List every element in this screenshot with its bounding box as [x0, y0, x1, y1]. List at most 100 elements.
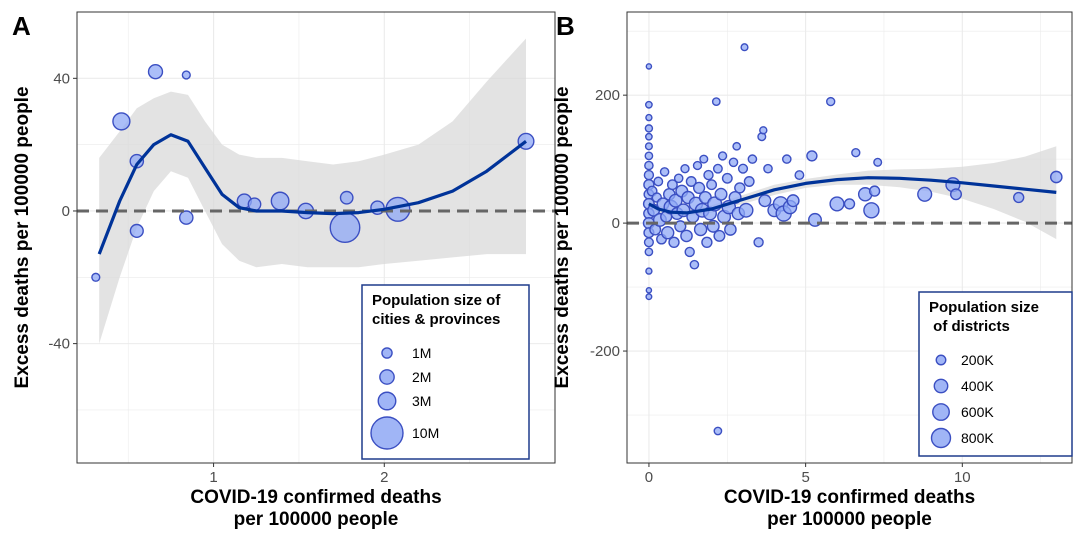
data-point: [680, 229, 693, 243]
data-point: [706, 179, 718, 191]
data-point: [270, 191, 290, 211]
legend-key-circle: [377, 391, 397, 411]
legend-entry-label: 3M: [412, 393, 431, 409]
data-point: [717, 151, 728, 161]
data-point: [759, 126, 768, 135]
data-point: [329, 212, 361, 244]
data-point: [666, 179, 678, 191]
data-point: [645, 113, 653, 122]
data-point: [644, 151, 654, 161]
data-point: [112, 112, 131, 131]
data-point: [826, 96, 836, 107]
data-point: [724, 223, 737, 236]
data-point: [692, 160, 703, 171]
data-point: [829, 196, 845, 212]
data-point: [737, 163, 749, 174]
panel-label: A: [12, 11, 31, 41]
data-point: [863, 202, 880, 219]
data-point: [1013, 191, 1025, 204]
legend-entry-label: 1M: [412, 345, 431, 361]
panel-a: 1 2 -40 0 40 COVID-19 confirmed deaths per 100…: [12, 11, 556, 530]
x-tick-label: 5: [801, 469, 809, 486]
data-point: [693, 222, 708, 237]
panel-label: B: [556, 11, 575, 41]
data-point: [843, 198, 856, 210]
y-tick-label: 200: [595, 87, 620, 104]
legend-entry-label: 400K: [961, 378, 994, 394]
data-point: [740, 43, 749, 52]
legend-key-circle: [370, 416, 404, 450]
data-point: [643, 237, 654, 248]
plot-contents: [77, 38, 555, 344]
axis-ticks: 0 5 10 -200 0 200: [590, 87, 971, 486]
data-point: [699, 154, 709, 164]
data-point: [868, 185, 881, 197]
data-point: [645, 293, 653, 301]
legend-key-circle: [932, 403, 950, 421]
data-point: [645, 132, 653, 141]
data-point: [653, 176, 664, 187]
data-point: [685, 176, 697, 187]
data-point: [743, 176, 755, 187]
data-point: [703, 169, 714, 181]
data-point: [851, 148, 861, 158]
legend: Population size of districts 200K 400K 600K…: [918, 291, 1073, 457]
data-point: [644, 142, 653, 151]
data-point: [339, 190, 354, 205]
data-point: [644, 247, 654, 257]
legend-key-circle: [933, 378, 949, 394]
data-point: [668, 193, 683, 208]
data-point: [660, 225, 675, 240]
data-point: [91, 272, 101, 282]
points: [642, 43, 1063, 436]
data-point: [692, 181, 706, 195]
data-point: [644, 124, 654, 133]
confidence-ribbon: [648, 146, 1057, 240]
x-axis-title: COVID-19 confirmed deaths per 100000 peop…: [724, 487, 975, 530]
legend-entry-label: 200K: [961, 352, 994, 368]
y-tick-label: 0: [612, 215, 620, 232]
data-point: [645, 100, 653, 109]
legend-key-circle: [381, 347, 393, 359]
y-axis-title: Excess deaths per 100000 people: [12, 86, 33, 388]
data-point: [689, 259, 700, 270]
data-point: [738, 202, 754, 218]
y-tick-label: 0: [62, 203, 70, 220]
legend-entry-label: 600K: [961, 404, 994, 420]
data-point: [721, 172, 733, 184]
data-point: [728, 157, 739, 168]
plot-border: [76, 11, 556, 464]
data-point: [701, 236, 713, 248]
data-point: [674, 220, 687, 233]
legend-key-circle: [379, 369, 395, 385]
x-tick-label: 1: [209, 469, 217, 486]
legend-key-circle: [935, 354, 947, 366]
y-tick-label: -40: [48, 336, 70, 353]
data-point: [794, 170, 805, 181]
data-point: [732, 141, 742, 151]
data-point: [786, 194, 800, 208]
data-point: [714, 187, 728, 201]
y-tick-label: -200: [590, 343, 620, 360]
confidence-ribbon: [99, 38, 526, 344]
plot-contents: [627, 43, 1072, 436]
data-point: [645, 63, 653, 70]
y-tick-label: 40: [53, 70, 70, 87]
data-point: [712, 163, 723, 174]
smooth-trend-line: [97, 133, 527, 255]
data-point: [713, 426, 723, 436]
data-point: [644, 160, 654, 171]
data-point: [129, 223, 144, 239]
data-point: [680, 164, 690, 174]
data-point: [806, 150, 818, 162]
x-tick-label: 2: [380, 469, 388, 486]
y-axis-title: Excess deaths per 100000 people: [552, 86, 573, 388]
legend-title: Population size of cities & provinces: [372, 292, 501, 328]
legend: Population size of cities & provinces 1M 2M…: [361, 284, 530, 460]
legend-entry-label: 10M: [412, 425, 439, 441]
data-point: [684, 246, 695, 258]
data-point: [917, 186, 933, 202]
data-point: [711, 97, 721, 106]
